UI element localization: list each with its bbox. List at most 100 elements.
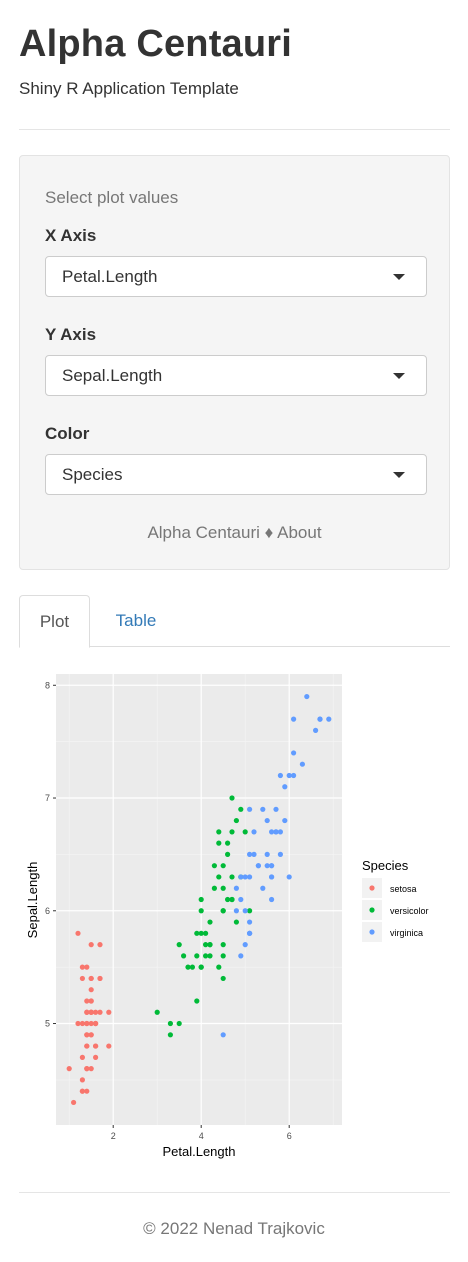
data-point-versicolor — [154, 1009, 160, 1015]
data-point-virginica — [273, 806, 279, 812]
data-point-setosa — [84, 1020, 90, 1027]
data-point-versicolor — [207, 953, 213, 959]
data-point-virginica — [277, 772, 283, 779]
tab-plot[interactable]: Plot — [19, 595, 90, 648]
y-tick-label: 6 — [45, 906, 50, 916]
data-point-setosa — [97, 1009, 103, 1015]
data-point-setosa — [84, 964, 90, 970]
data-point-versicolor — [216, 874, 222, 880]
data-point-versicolor — [176, 1020, 182, 1027]
data-point-setosa — [88, 1020, 94, 1027]
data-point-setosa — [88, 1032, 94, 1038]
caret-down-icon — [393, 274, 405, 280]
color-label: Color — [45, 424, 90, 443]
x-axis-selected-value: Petal.Length — [62, 267, 158, 286]
data-point-virginica — [247, 851, 253, 857]
color-select[interactable]: Species — [45, 454, 427, 495]
brand-link[interactable]: Alpha Centauri — [147, 523, 260, 542]
data-point-virginica — [251, 851, 257, 857]
data-point-virginica — [286, 874, 292, 880]
data-point-virginica — [277, 829, 283, 835]
data-point-setosa — [79, 975, 85, 982]
data-point-virginica — [291, 750, 297, 756]
x-axis-select[interactable]: Petal.Length — [45, 256, 427, 297]
data-point-virginica — [286, 772, 292, 779]
data-point-versicolor — [176, 942, 182, 948]
data-point-versicolor — [225, 851, 231, 857]
data-point-versicolor — [198, 964, 204, 970]
data-point-setosa — [84, 1088, 90, 1094]
data-point-setosa — [88, 942, 94, 948]
data-point-setosa — [75, 930, 81, 936]
data-point-versicolor — [167, 1020, 173, 1027]
data-point-setosa — [97, 975, 103, 982]
data-point-versicolor — [167, 1032, 173, 1038]
data-point-setosa — [93, 1043, 99, 1049]
data-point-setosa — [79, 964, 85, 970]
data-point-setosa — [88, 975, 94, 982]
data-point-setosa — [79, 1054, 85, 1060]
data-point-versicolor — [220, 885, 226, 891]
y-axis-title: Sepal.Length — [25, 862, 40, 939]
data-point-virginica — [326, 716, 332, 722]
y-tick-label: 7 — [45, 793, 50, 803]
data-point-setosa — [88, 1009, 94, 1015]
about-link[interactable]: About — [277, 523, 322, 542]
y-axis-select[interactable]: Sepal.Length — [45, 355, 427, 396]
data-point-setosa — [84, 998, 90, 1004]
data-point-virginica — [291, 716, 297, 722]
data-point-versicolor — [220, 908, 226, 914]
data-points — [66, 693, 332, 1106]
data-point-virginica — [282, 784, 288, 790]
data-point-virginica — [269, 896, 275, 903]
data-point-setosa — [93, 1020, 99, 1027]
data-point-virginica — [247, 930, 253, 936]
footer-divider — [19, 1192, 450, 1193]
data-point-virginica — [233, 908, 239, 914]
data-point-versicolor — [238, 806, 244, 812]
data-point-versicolor — [203, 953, 209, 959]
legend-key-virginica — [369, 929, 375, 935]
data-point-virginica — [238, 896, 244, 903]
data-point-virginica — [277, 851, 283, 857]
x-axis-label: X Axis — [45, 226, 97, 245]
data-point-versicolor — [207, 942, 213, 948]
data-point-versicolor — [207, 919, 213, 925]
data-point-versicolor — [220, 863, 226, 869]
data-point-virginica — [242, 908, 248, 914]
data-point-versicolor — [185, 964, 191, 970]
data-point-virginica — [251, 829, 257, 835]
data-point-versicolor — [247, 908, 253, 914]
data-point-versicolor — [220, 953, 226, 959]
data-point-versicolor — [211, 863, 217, 869]
data-point-versicolor — [203, 930, 209, 936]
caret-down-icon — [393, 373, 405, 379]
x-axis-title: Petal.Length — [162, 1144, 235, 1159]
data-point-virginica — [313, 727, 319, 733]
y-tick-label: 5 — [45, 1019, 50, 1029]
data-point-versicolor — [198, 908, 204, 914]
y-tick-label: 8 — [45, 680, 50, 690]
data-point-virginica — [247, 806, 253, 812]
data-point-setosa — [79, 1020, 85, 1027]
data-point-setosa — [84, 1032, 90, 1038]
legend: Species setosa versicolor virginica — [362, 858, 429, 942]
data-point-virginica — [260, 806, 266, 812]
data-point-virginica — [317, 716, 323, 722]
data-point-versicolor — [225, 896, 231, 903]
data-point-versicolor — [211, 885, 217, 891]
app-subtitle: Shiny R Application Template — [19, 79, 239, 98]
data-point-setosa — [84, 1043, 90, 1049]
tab-table[interactable]: Table — [115, 611, 157, 630]
data-point-versicolor — [216, 840, 222, 846]
data-point-virginica — [247, 874, 253, 880]
data-point-versicolor — [233, 919, 239, 925]
data-point-setosa — [97, 942, 103, 948]
app-title: Alpha Centauri — [19, 23, 293, 65]
legend-label-setosa: setosa — [390, 884, 417, 894]
data-point-versicolor — [229, 795, 235, 801]
header-divider — [19, 129, 450, 130]
data-point-virginica — [299, 761, 305, 767]
sidebar-links: Alpha Centauri ♦ About — [20, 523, 449, 543]
data-point-setosa — [84, 1066, 90, 1072]
